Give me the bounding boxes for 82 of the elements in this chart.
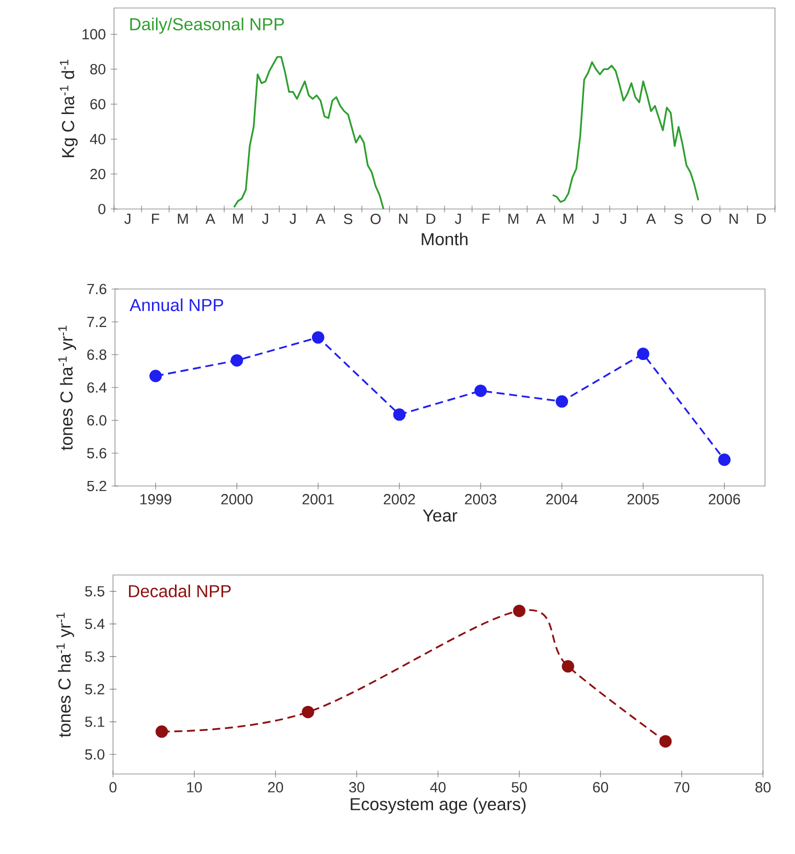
y-tick-label: 60 bbox=[90, 98, 106, 110]
x-tick-label: N bbox=[730, 214, 738, 224]
x-tick-label: 30 bbox=[349, 782, 364, 792]
x-tick-label: J bbox=[290, 214, 296, 224]
point bbox=[636, 348, 650, 360]
y-tick-label: 7.2 bbox=[87, 316, 106, 327]
y-tick-label: 5.2 bbox=[87, 480, 106, 492]
x-tick-label: 2000 bbox=[221, 494, 253, 504]
y-tick-label: 5.5 bbox=[85, 586, 104, 596]
x-tick-label: 50 bbox=[512, 782, 527, 792]
point bbox=[562, 660, 574, 673]
x-tick-label: M bbox=[564, 214, 574, 224]
x-tick-label: 40 bbox=[430, 782, 446, 792]
x-axis-title: Ecosystem age (years) bbox=[350, 798, 526, 814]
x-tick-label: J bbox=[592, 214, 599, 224]
x-tick-label: 70 bbox=[674, 782, 690, 792]
y-axis-title: tones C ha$^{-1}$ yr$^{-1}$ bbox=[56, 612, 74, 738]
point bbox=[312, 331, 324, 344]
x-tick-label: 60 bbox=[593, 782, 608, 792]
y-tick-label: 5.2 bbox=[85, 684, 104, 694]
y-tick-label: 0 bbox=[98, 204, 106, 214]
x-tick-label: A bbox=[536, 214, 546, 224]
x-tick-label: 10 bbox=[187, 782, 202, 792]
text: Daily/Seasonal NPP bbox=[130, 18, 284, 34]
x-tick-label: M bbox=[233, 214, 243, 224]
y-tick-label: 7.6 bbox=[87, 284, 106, 294]
point bbox=[659, 735, 672, 748]
point bbox=[718, 454, 731, 466]
y-tick-label: 5.3 bbox=[85, 651, 104, 662]
x-axis-title: Year bbox=[422, 510, 458, 522]
x-tick-label: J bbox=[262, 214, 268, 224]
x-tick-label: J bbox=[620, 214, 626, 224]
x-tick-label: 2004 bbox=[546, 494, 578, 504]
x-tick-label: A bbox=[206, 214, 216, 224]
x-tick-label: 1999 bbox=[140, 494, 172, 504]
x-tick-label: 2002 bbox=[384, 494, 415, 504]
y-tick-label: 6.0 bbox=[87, 415, 106, 426]
x-tick-label: M bbox=[178, 214, 188, 224]
x-tick-label: D bbox=[426, 214, 436, 224]
x-tick-label: S bbox=[674, 214, 683, 224]
y-tick-label: 20 bbox=[90, 168, 106, 180]
x-tick-label: 0 bbox=[109, 782, 116, 792]
y-tick-label: 5.4 bbox=[85, 618, 105, 630]
y-tick-label: 5.6 bbox=[87, 448, 106, 458]
point bbox=[513, 604, 526, 618]
x-axis-title: Month bbox=[422, 232, 468, 246]
x-tick-label: O bbox=[370, 214, 381, 224]
chart-title: Decadal NPP bbox=[129, 584, 231, 598]
x-tick-label: 20 bbox=[268, 782, 284, 792]
x-tick-label: F bbox=[482, 214, 490, 224]
point bbox=[393, 408, 406, 421]
x-tick-label: J bbox=[454, 214, 461, 224]
x-tick-label: 2001 bbox=[302, 494, 334, 504]
x-tick-label: F bbox=[152, 214, 160, 224]
y-tick-label: 40 bbox=[90, 134, 106, 144]
x-tick-label: 2006 bbox=[708, 494, 740, 504]
point bbox=[156, 725, 168, 738]
x-tick-label: O bbox=[701, 214, 712, 224]
x-tick-label: N bbox=[399, 214, 408, 224]
x-tick-label: J bbox=[124, 214, 130, 224]
point bbox=[230, 354, 244, 367]
y-tick-label: 80 bbox=[90, 64, 106, 74]
point bbox=[474, 384, 487, 397]
chart-title: Annual NPP bbox=[130, 298, 224, 312]
y-tick-label: 6.4 bbox=[87, 382, 107, 393]
x-tick-label: 2005 bbox=[628, 494, 659, 504]
x-tick-label: 2003 bbox=[465, 494, 496, 504]
y-tick-label: 5.1 bbox=[85, 716, 104, 727]
x-tick-label: 80 bbox=[755, 782, 771, 792]
y-tick-label: 5.0 bbox=[85, 749, 104, 760]
y-axis-title: Kg C ha$^{-1}$ d$^{-1}$ bbox=[60, 60, 78, 158]
x-tick-label: A bbox=[316, 214, 326, 224]
y-tick-label: 6.8 bbox=[87, 349, 106, 360]
x-tick-label: M bbox=[508, 214, 518, 224]
x-tick-label: A bbox=[646, 214, 656, 224]
point bbox=[302, 706, 314, 718]
x-tick-label: S bbox=[344, 214, 352, 224]
x-tick-label: D bbox=[757, 214, 766, 224]
y-axis-title: tones C ha$^{-1}$ yr$^{-1}$ bbox=[58, 326, 76, 450]
y-tick-label: 100 bbox=[82, 29, 106, 40]
point bbox=[556, 395, 568, 408]
point bbox=[149, 370, 162, 382]
